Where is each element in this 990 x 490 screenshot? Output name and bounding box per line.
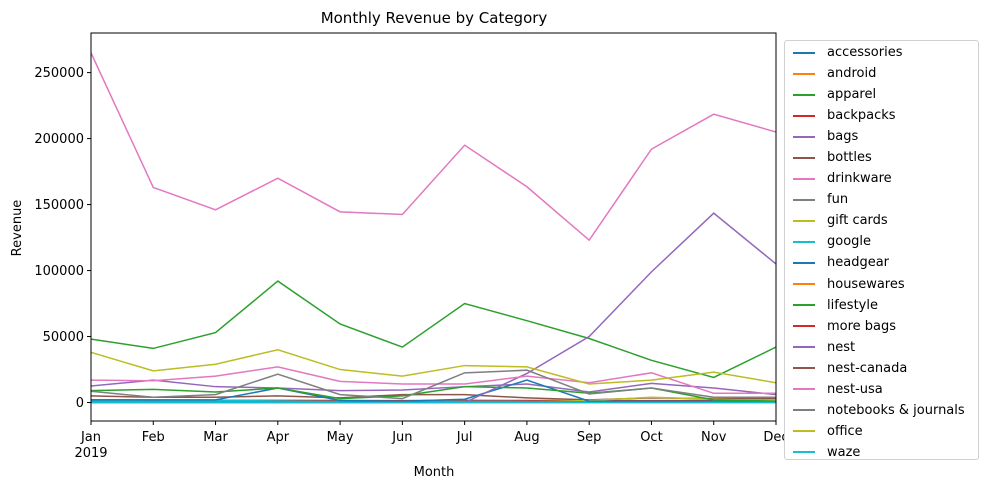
legend-item: more bags (793, 316, 978, 337)
legend-swatch (793, 325, 815, 328)
legend-item: bags (793, 126, 978, 147)
legend-label: nest-canada (827, 360, 908, 376)
legend-swatch (793, 198, 815, 201)
x-tick-label: Aug (514, 430, 539, 445)
x-tick-label: Feb (142, 430, 165, 445)
legend-swatch (793, 51, 815, 54)
x-axis: Jan Feb Mar Apr May Jun Jul Aug Sep Oct Nov Dec (80, 421, 789, 445)
legend-item: nest-canada (793, 358, 978, 379)
legend-item: accessories (793, 42, 978, 63)
legend-item: android (793, 63, 978, 84)
x-axis-label: Month (414, 465, 455, 480)
series-line-notebooks-journals (91, 369, 776, 400)
legend-label: accessories (827, 45, 903, 61)
legend-label: android (827, 66, 877, 82)
legend-item: bottles (793, 147, 978, 168)
legend-swatch (793, 346, 815, 349)
legend-label: office (827, 423, 863, 439)
legend-label: housewares (827, 276, 905, 292)
legend-item: notebooks & journals (793, 400, 978, 421)
series-line-nest-usa (91, 366, 776, 395)
series-line-nest (91, 212, 776, 404)
series-line-bags (91, 379, 776, 396)
legend-item: waze (793, 442, 978, 463)
legend-item: backpacks (793, 105, 978, 126)
plot-lines (91, 52, 776, 404)
legend-label: backpacks (827, 108, 896, 124)
legend-swatch (793, 156, 815, 159)
legend-item: nest-usa (793, 379, 978, 400)
legend-swatch (793, 261, 815, 264)
legend-item: drinkware (793, 168, 978, 189)
legend-label: notebooks & journals (827, 402, 965, 418)
legend-label: more bags (827, 318, 897, 334)
legend-swatch (793, 240, 815, 243)
x-tick-label: Apr (267, 430, 290, 445)
chart-legend: accessories android apparel backpacks bags bo… (784, 40, 979, 460)
legend-label: lifestyle (827, 297, 878, 313)
x-tick-label: Jan (80, 430, 101, 445)
legend-swatch (793, 367, 815, 370)
legend-item: nest (793, 337, 978, 358)
legend-label: drinkware (827, 171, 892, 187)
legend-label: apparel (827, 87, 877, 103)
legend-swatch (793, 93, 815, 96)
legend-label: gift cards (827, 213, 888, 229)
legend-item: lifestyle (793, 295, 978, 316)
plot-area-frame (90, 32, 777, 422)
x-tick-label: Sep (577, 430, 602, 445)
legend-label: fun (827, 192, 849, 208)
legend-label: bags (827, 129, 859, 145)
legend-swatch (793, 451, 815, 454)
y-tick-label: 50000 (43, 330, 84, 345)
legend-swatch (793, 388, 815, 391)
legend-swatch (793, 177, 815, 180)
legend-item: gift cards (793, 210, 978, 231)
legend-label: nest-usa (827, 381, 883, 397)
legend-label: waze (827, 444, 861, 460)
legend-swatch (793, 304, 815, 307)
legend-item: google (793, 231, 978, 252)
legend-swatch (793, 135, 815, 138)
y-tick-label: 200000 (34, 132, 84, 147)
x-axis-year-label: 2019 (74, 446, 107, 461)
legend-item: fun (793, 189, 978, 210)
legend-swatch (793, 219, 815, 222)
series-line-headgear (91, 379, 776, 402)
x-tick-label: Jul (456, 430, 473, 445)
legend-swatch (793, 283, 815, 286)
legend-item: apparel (793, 84, 978, 105)
y-tick-label: 0 (76, 396, 84, 411)
legend-swatch (793, 114, 815, 117)
legend-item: office (793, 421, 978, 442)
x-tick-label: Jun (391, 430, 412, 445)
legend-swatch (793, 72, 815, 75)
legend-item: headgear (793, 252, 978, 273)
y-tick-label: 250000 (34, 66, 84, 81)
series-line-apparel (91, 280, 776, 379)
legend-label: nest (827, 339, 856, 355)
series-line-office (91, 348, 776, 385)
legend-swatch (793, 409, 815, 412)
y-axis-label: Revenue (10, 200, 25, 257)
y-tick-label: 150000 (34, 198, 84, 213)
legend-swatch (793, 430, 815, 433)
x-tick-label: Dec (763, 430, 788, 445)
y-tick-label: 100000 (34, 264, 84, 279)
x-tick-label: Oct (640, 430, 662, 445)
legend-label: headgear (827, 255, 890, 271)
legend-item: housewares (793, 274, 978, 295)
legend-label: bottles (827, 150, 872, 166)
x-tick-label: Mar (203, 430, 228, 445)
legend-label: google (827, 234, 872, 250)
y-axis: 0 50000 100000 150000 200000 250000 (34, 66, 91, 411)
chart-title: Monthly Revenue by Category (321, 9, 548, 27)
series-line-drinkware (91, 52, 776, 242)
x-tick-label: Nov (701, 430, 727, 445)
x-tick-label: May (327, 430, 354, 445)
